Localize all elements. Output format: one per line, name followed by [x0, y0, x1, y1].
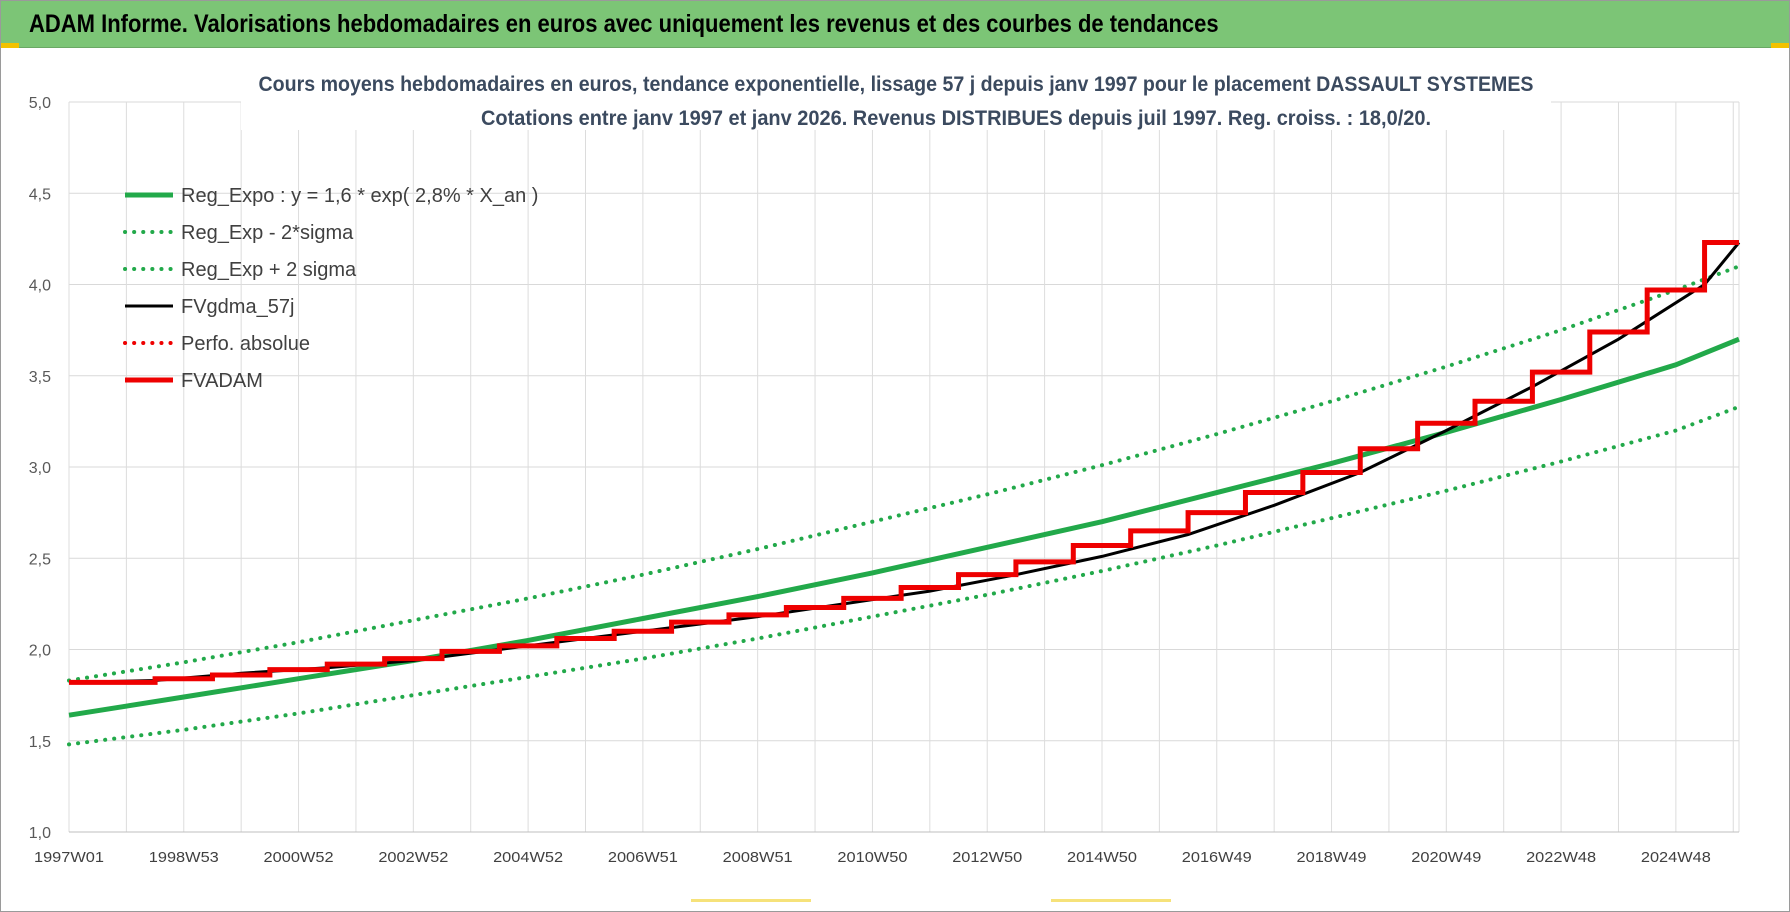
- trend-upper-band: [67, 264, 1741, 683]
- legend: Reg_Expo : y = 1,6 * exp( 2,8% * X_an ) R…: [123, 185, 538, 392]
- y-tick-label: 4,5: [29, 186, 51, 203]
- x-tick-label: 2004W52: [493, 849, 563, 866]
- y-tick-label: 1,0: [29, 825, 51, 842]
- x-tick-label: 2018W49: [1297, 849, 1367, 866]
- grid: [68, 101, 1740, 833]
- x-tick-label: 1997W01: [34, 849, 104, 866]
- trend-lower-band: [67, 404, 1741, 747]
- x-tick-label: 2020W49: [1411, 849, 1481, 866]
- legend-label-smoothed-line: FVgdma_57j: [181, 296, 294, 318]
- x-tick-label: 2016W49: [1182, 849, 1252, 866]
- x-tick-label: 2008W51: [723, 849, 793, 866]
- y-tick-label: 1,5: [29, 734, 51, 751]
- y-tick-label: 4,0: [29, 278, 51, 295]
- bottom-highlight-2: [1051, 899, 1171, 902]
- legend-label-trend-line: Reg_Expo : y = 1,6 * exp( 2,8% * X_an ): [181, 185, 538, 207]
- legend-label-fvadam-line: FVADAM: [181, 370, 263, 392]
- chart-title-line-1: Cours moyens hebdomadaires en euros, ten…: [259, 73, 1534, 96]
- corner-marker-left: [1, 43, 19, 48]
- bottom-highlight-1: [691, 899, 811, 902]
- x-axis-labels: 1997W01 1998W53 2000W52 2002W52 2004W52 2006W…: [34, 849, 1711, 866]
- chart-title: Cours moyens hebdomadaires en euros, ten…: [241, 62, 1551, 130]
- x-tick-label: 2022W48: [1526, 849, 1596, 866]
- y-tick-label: 2,5: [29, 551, 51, 568]
- legend-label-trend-lower-band: Reg_Exp - 2*sigma: [181, 222, 354, 244]
- legend-label-absolute-performance-line: Perfo. absolue: [181, 333, 310, 355]
- x-tick-label: 2012W50: [952, 849, 1022, 866]
- smoothed-line: [68, 241, 1741, 684]
- x-tick-label: 2014W50: [1067, 849, 1137, 866]
- x-tick-label: 2000W52: [264, 849, 334, 866]
- y-tick-label: 5,0: [29, 95, 51, 112]
- x-tick-label: 2002W52: [378, 849, 448, 866]
- chart-title-bg: [241, 62, 1551, 130]
- corner-marker-right: [1771, 43, 1789, 48]
- x-tick-label: 1998W53: [149, 849, 219, 866]
- y-tick-label: 2,0: [29, 643, 51, 660]
- x-tick-label: 2024W48: [1641, 849, 1711, 866]
- header-bar: ADAM Informe. Valorisations hebdomadaire…: [1, 1, 1789, 48]
- series-lines: [67, 240, 1741, 747]
- chart-title-line-2: Cotations entre janv 1997 et janv 2026. …: [481, 107, 1431, 130]
- y-tick-label: 3,5: [29, 369, 51, 386]
- x-tick-label: 2006W51: [608, 849, 678, 866]
- header-title: ADAM Informe. Valorisations hebdomadaire…: [29, 10, 1219, 38]
- trend-line: [68, 336, 1740, 718]
- chart: 1,0 1,5 2,0 2,5 3,0 3,5 4,0 4,5 5,0 1997W01 1998W…: [29, 62, 1741, 866]
- legend-label-trend-upper-band: Reg_Exp + 2 sigma: [181, 259, 357, 281]
- fvadam-line: [69, 240, 1739, 685]
- y-tick-label: 3,0: [29, 460, 51, 477]
- x-tick-label: 2010W50: [837, 849, 907, 866]
- y-axis-labels: 1,0 1,5 2,0 2,5 3,0 3,5 4,0 4,5 5,0: [29, 95, 51, 842]
